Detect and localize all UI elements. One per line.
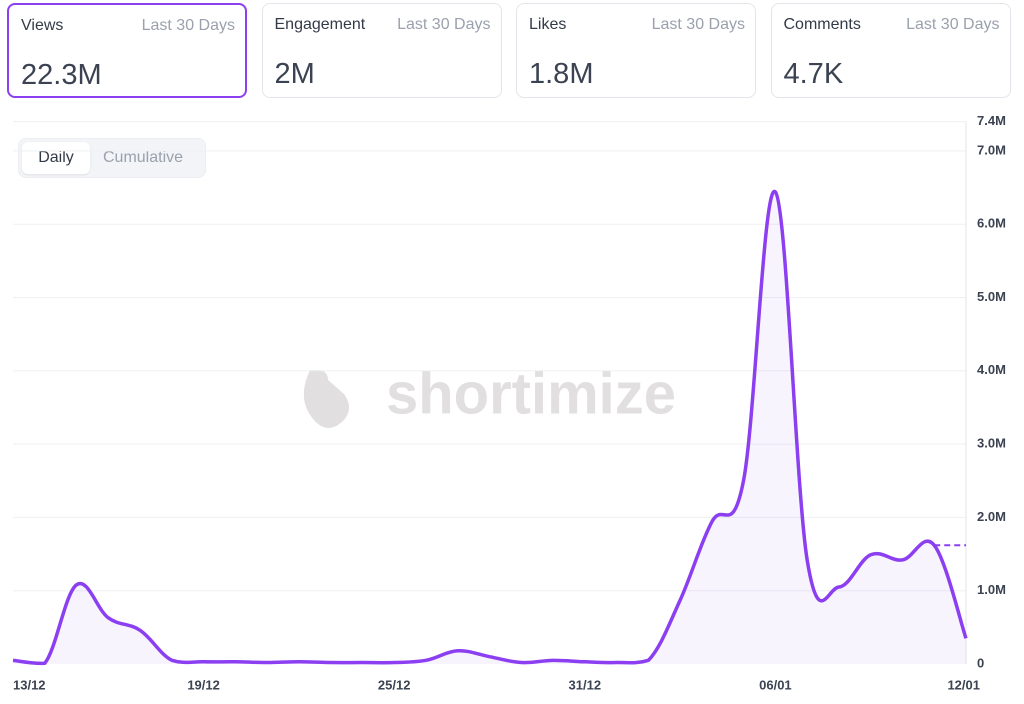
watermark-text: shortimize xyxy=(386,361,676,426)
card-value: 1.8M xyxy=(529,58,594,90)
watermark-logo xyxy=(303,370,349,428)
x-tick-label: 25/12 xyxy=(378,677,411,692)
y-tick-label: 2.0M xyxy=(977,509,1006,524)
metric-card[interactable]: Likes Last 30 Days 1.8M xyxy=(516,3,756,98)
y-tick-label: 4.0M xyxy=(977,362,1006,377)
metric-card[interactable]: Comments Last 30 Days 4.7K xyxy=(770,3,1011,98)
metric-card[interactable]: Views Last 30 Days 22.3M xyxy=(7,3,247,98)
x-tick-label: 12/01 xyxy=(947,677,980,692)
x-tick-label: 06/01 xyxy=(759,677,792,692)
card-period: Last 30 Days xyxy=(141,17,235,34)
card-value: 22.3M xyxy=(21,59,102,91)
y-tick-label: 6.0M xyxy=(977,216,1006,231)
y-tick-label: 5.0M xyxy=(977,289,1006,304)
toggle-cumulative[interactable]: Cumulative xyxy=(103,149,184,166)
view-toggle: Daily Cumulative xyxy=(18,138,206,178)
card-label: Views xyxy=(21,17,64,34)
card-value: 4.7K xyxy=(783,58,844,90)
x-tick-label: 31/12 xyxy=(569,677,602,692)
area-fill xyxy=(13,191,966,664)
card-period: Last 30 Days xyxy=(651,16,745,33)
metric-card[interactable]: Engagement Last 30 Days 2M xyxy=(261,3,502,98)
card-label: Comments xyxy=(783,16,861,33)
line xyxy=(12,190,968,666)
y-tick-label: 3.0M xyxy=(977,436,1006,451)
x-tick-label: 19/12 xyxy=(187,677,220,692)
y-tick-label: 7.0M xyxy=(977,142,1006,157)
x-tick-label: 13/12 xyxy=(13,677,46,692)
card-period: Last 30 Days xyxy=(906,16,1000,33)
y-tick-label: 1.0M xyxy=(977,582,1006,597)
card-label: Likes xyxy=(529,16,567,33)
card-period: Last 30 Days xyxy=(397,16,491,33)
toggle-daily[interactable]: Daily xyxy=(22,142,90,174)
card-value: 2M xyxy=(274,58,315,90)
watermark: shortimize xyxy=(303,361,676,428)
y-tick-label: 7.4M xyxy=(977,113,1006,128)
card-label: Engagement xyxy=(274,16,366,33)
y-tick-label: 0 xyxy=(977,655,984,670)
